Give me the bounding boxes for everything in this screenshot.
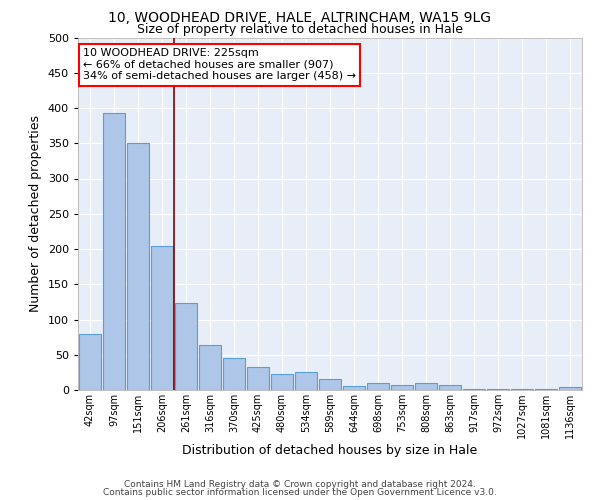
Bar: [559, 387, 581, 390]
Bar: [247, 368, 269, 390]
Y-axis label: Number of detached properties: Number of detached properties: [29, 116, 42, 312]
Bar: [319, 378, 341, 390]
Bar: [463, 388, 485, 390]
Bar: [199, 345, 221, 390]
Bar: [439, 385, 461, 390]
Bar: [343, 386, 365, 390]
Bar: [151, 246, 173, 390]
Bar: [175, 302, 197, 390]
X-axis label: Distribution of detached houses by size in Hale: Distribution of detached houses by size …: [182, 444, 478, 457]
Bar: [127, 143, 149, 390]
Text: 10 WOODHEAD DRIVE: 225sqm
← 66% of detached houses are smaller (907)
34% of semi: 10 WOODHEAD DRIVE: 225sqm ← 66% of detac…: [83, 48, 356, 82]
Bar: [223, 358, 245, 390]
Bar: [79, 334, 101, 390]
Bar: [271, 374, 293, 390]
Text: 10, WOODHEAD DRIVE, HALE, ALTRINCHAM, WA15 9LG: 10, WOODHEAD DRIVE, HALE, ALTRINCHAM, WA…: [109, 11, 491, 25]
Text: Contains HM Land Registry data © Crown copyright and database right 2024.: Contains HM Land Registry data © Crown c…: [124, 480, 476, 489]
Bar: [487, 388, 509, 390]
Text: Size of property relative to detached houses in Hale: Size of property relative to detached ho…: [137, 22, 463, 36]
Bar: [103, 113, 125, 390]
Bar: [511, 388, 533, 390]
Bar: [295, 372, 317, 390]
Bar: [415, 383, 437, 390]
Bar: [367, 383, 389, 390]
Bar: [535, 388, 557, 390]
Bar: [391, 385, 413, 390]
Text: Contains public sector information licensed under the Open Government Licence v3: Contains public sector information licen…: [103, 488, 497, 497]
